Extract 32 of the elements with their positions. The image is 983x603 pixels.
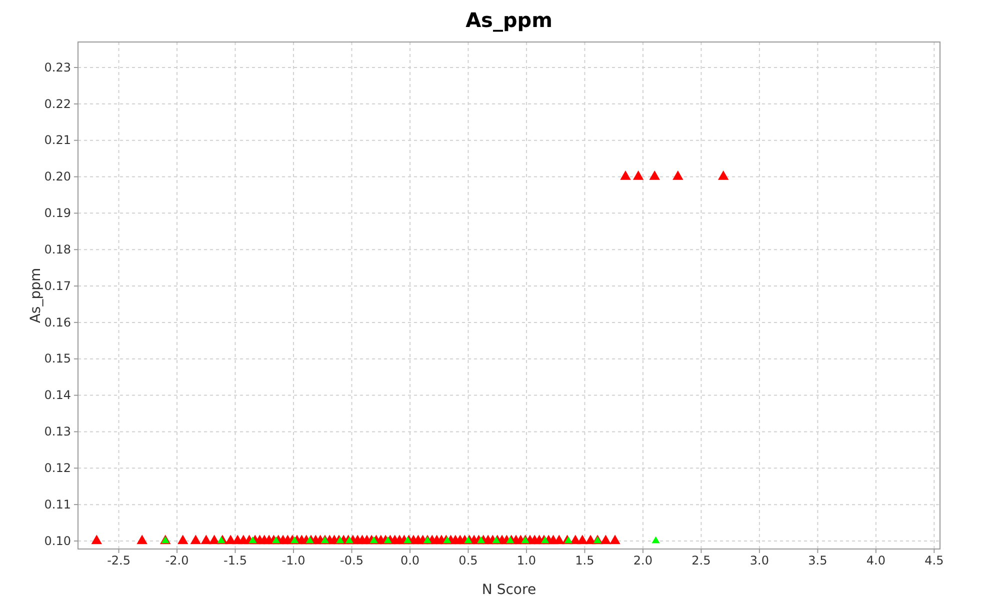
x-tick-label: -2.0: [165, 554, 189, 568]
x-tick-label: 1.0: [516, 554, 536, 568]
y-tick-label: 0.20: [44, 170, 71, 184]
x-tick-label: 0.0: [400, 554, 420, 568]
x-tick-label: 2.0: [633, 554, 653, 568]
y-tick-label: 0.13: [44, 424, 71, 439]
y-tick-label: 0.15: [44, 352, 71, 366]
chart-title: As_ppm: [466, 8, 552, 32]
y-tick-label: 0.14: [44, 388, 71, 402]
x-tick-label: -1.0: [282, 554, 306, 568]
x-tick-label: -1.5: [224, 554, 247, 568]
x-tick-label: -0.5: [340, 554, 364, 568]
x-tick-label: 0.5: [458, 554, 478, 568]
x-tick-label: 4.5: [924, 554, 944, 568]
x-tick-label: 1.5: [575, 554, 594, 568]
y-tick-label: 0.22: [44, 96, 71, 111]
y-tick-label: 0.19: [44, 206, 71, 220]
x-tick-label: 3.5: [808, 554, 828, 568]
y-tick-label: 0.17: [44, 278, 71, 293]
y-tick-label: 0.23: [44, 60, 71, 74]
y-tick-label: 0.12: [44, 460, 71, 475]
y-axis-title: As_ppm: [28, 268, 44, 324]
x-tick-label: 3.0: [750, 554, 769, 568]
y-tick-label: 0.10: [44, 534, 71, 548]
x-axis-title: N Score: [482, 582, 536, 598]
y-tick-label: 0.11: [44, 497, 71, 512]
y-tick-label: 0.16: [44, 315, 71, 330]
x-tick-label: -2.5: [107, 554, 130, 568]
x-tick-label: 4.0: [866, 554, 886, 568]
y-tick-label: 0.21: [44, 133, 71, 148]
x-tick-label: 2.5: [692, 554, 711, 568]
y-tick-label: 0.18: [44, 242, 71, 256]
